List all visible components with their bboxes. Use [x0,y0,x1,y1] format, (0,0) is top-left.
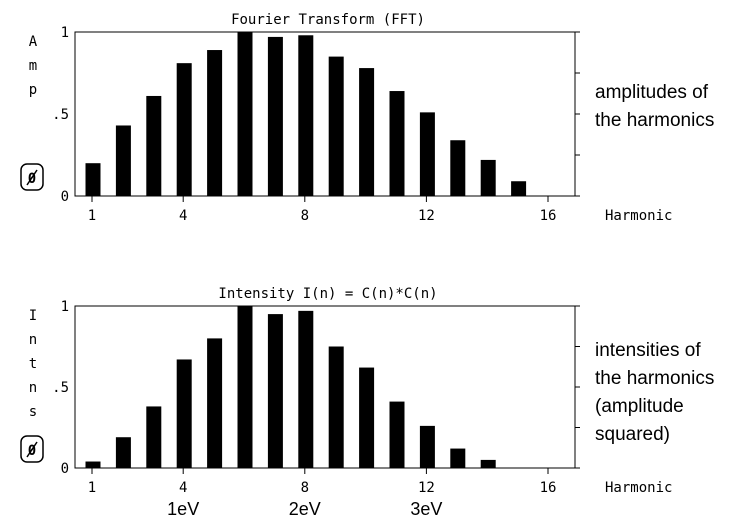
annotation-line: (amplitude [595,396,684,417]
annotation-line: the harmonics [595,110,714,131]
bar [419,425,435,468]
bar [237,306,253,468]
bar [480,459,496,468]
bar [419,112,435,196]
zero-slash [26,441,38,458]
y-tick-label: .5 [52,380,69,396]
x-tick-label: 16 [540,208,557,224]
bar [450,140,466,196]
bar [176,63,192,196]
x-tick-label: 8 [301,480,309,496]
ylabel-letter: p [29,82,37,98]
bar [328,346,344,468]
annotation-line: squared) [595,424,670,445]
bar [85,461,101,468]
x-tick-label: 4 [179,208,187,224]
ylabel-letter: m [29,58,37,74]
bar [237,32,253,196]
zero-button[interactable]: 0 [20,435,44,463]
y-tick-label: 1 [61,25,69,41]
x-tick-label: 8 [301,208,309,224]
zero-button-label: 0 [28,443,36,459]
x-tick-label: 12 [418,480,435,496]
bar [511,181,527,196]
annotation-line: intensities of [595,340,701,361]
bar [176,359,192,468]
bar [85,163,101,196]
bar [328,56,344,196]
ylabel-letter: n [29,380,37,396]
annotation-line: amplitudes of [595,82,709,103]
bar [359,367,375,468]
xlabel: Harmonic [605,480,672,496]
ylabel-letter: t [29,356,37,372]
x-tick-label: 16 [540,480,557,496]
bar [267,314,283,468]
ylabel-letter: n [29,332,37,348]
y-tick-label: .5 [52,107,69,123]
bar [146,95,162,196]
ylabel-letter: s [29,404,37,420]
zero-button-label: 0 [28,171,36,187]
bar [267,36,283,196]
bar [115,437,131,468]
zero-button[interactable]: 0 [20,163,44,191]
bar [207,50,223,196]
bar [207,338,223,468]
energy-label: 3eV [410,499,442,519]
bar [389,91,405,196]
bar [298,35,314,196]
energy-label: 2eV [289,499,321,519]
zero-slash [26,169,38,186]
y-tick-label: 1 [61,299,69,315]
bar [450,448,466,468]
bar [359,68,375,196]
y-tick-label: 0 [61,461,69,477]
chart-title: Fourier Transform (FFT) [231,12,425,28]
x-tick-label: 1 [88,480,96,496]
chart-title: Intensity I(n) = C(n)*C(n) [218,286,437,302]
x-tick-label: 12 [418,208,435,224]
ylabel-letter: A [29,34,38,50]
bar [115,125,131,196]
bar [146,406,162,468]
bar [480,159,496,196]
bar [298,310,314,468]
y-tick-label: 0 [61,189,69,205]
x-tick-label: 1 [88,208,96,224]
xlabel: Harmonic [605,208,672,224]
annotation-line: the harmonics [595,368,714,389]
x-tick-label: 4 [179,480,187,496]
ylabel-letter: I [29,308,37,324]
energy-label: 1eV [167,499,199,519]
amplitude-chart: Fourier Transform (FFT) Amp 0 .5 1 1 4 8 12 16 Har… [20,12,714,224]
bar [389,401,405,468]
